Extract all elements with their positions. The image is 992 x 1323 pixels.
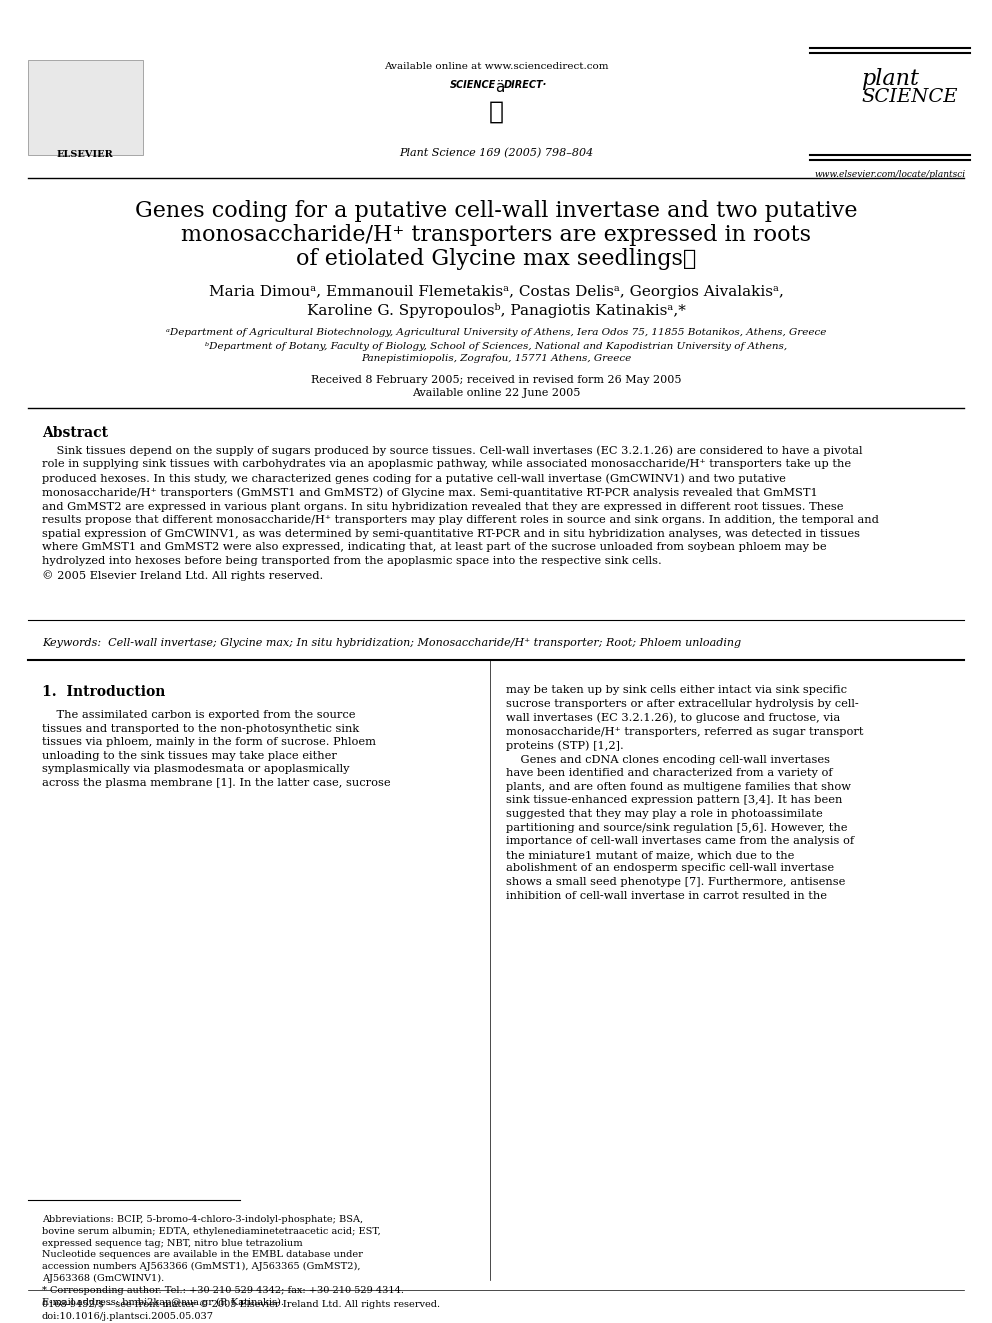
Text: plant: plant [861,67,919,90]
Text: SCIENCE: SCIENCE [862,89,958,106]
Text: of etiolated ​Glycine max​ seedlings★: of etiolated ​Glycine max​ seedlings★ [296,247,696,270]
Text: Available online at www.sciencedirect.com: Available online at www.sciencedirect.co… [384,62,608,71]
Text: Available online 22 June 2005: Available online 22 June 2005 [412,388,580,398]
Text: www.elsevier.com/locate/plantsci: www.elsevier.com/locate/plantsci [814,169,965,179]
Text: ä: ä [495,79,505,95]
Text: Plant Science 169 (2005) 798–804: Plant Science 169 (2005) 798–804 [399,148,593,159]
Text: SCIENCE: SCIENCE [449,79,496,90]
Text: DIRECT·: DIRECT· [504,79,548,90]
Text: ⓐ: ⓐ [488,101,504,124]
Text: ᵇDepartment of Botany, Faculty of Biology, School of Sciences, National and Kapo: ᵇDepartment of Botany, Faculty of Biolog… [205,343,787,351]
Text: Karoline G. Spyropoulosᵇ, Panagiotis Katinakisᵃ,*: Karoline G. Spyropoulosᵇ, Panagiotis Kat… [307,303,685,318]
Text: Received 8 February 2005; received in revised form 26 May 2005: Received 8 February 2005; received in re… [310,374,682,385]
FancyBboxPatch shape [28,60,143,155]
Text: The assimilated carbon is exported from the source
tissues and transported to th: The assimilated carbon is exported from … [42,710,391,789]
Text: ELSEVIER: ELSEVIER [57,149,113,159]
Text: monosaccharide/H⁺ transporters are expressed in roots: monosaccharide/H⁺ transporters are expre… [181,224,811,246]
Text: may be taken up by sink cells either intact via sink specific
sucrose transporte: may be taken up by sink cells either int… [506,685,863,901]
Text: Sink tissues depend on the supply of sugars produced by source tissues. Cell-wal: Sink tissues depend on the supply of sug… [42,445,879,581]
Text: Panepistimiopolis, Zografou, 15771 Athens, Greece: Panepistimiopolis, Zografou, 15771 Athen… [361,355,631,363]
Text: Genes coding for a putative cell-wall invertase and two putative: Genes coding for a putative cell-wall in… [135,200,857,222]
Text: 1.  Introduction: 1. Introduction [42,685,166,699]
Text: Keywords:  Cell-wall invertase; Glycine max; In situ hybridization; Monosacchari: Keywords: Cell-wall invertase; Glycine m… [42,638,741,648]
Text: 0168-9452/$ – see front matter © 2005 Elsevier Ireland Ltd. All rights reserved.: 0168-9452/$ – see front matter © 2005 El… [42,1301,440,1320]
Text: Abstract: Abstract [42,426,108,441]
Text: Abbreviations: BCIP, 5-bromo-4-chloro-3-indolyl-phosphate; BSA,
bovine serum alb: Abbreviations: BCIP, 5-bromo-4-chloro-3-… [42,1215,404,1307]
Text: Maria Dimouᵃ, Emmanouil Flemetakisᵃ, Costas Delisᵃ, Georgios Aivalakisᵃ,: Maria Dimouᵃ, Emmanouil Flemetakisᵃ, Cos… [208,284,784,299]
Text: ᵃDepartment of Agricultural Biotechnology, Agricultural University of Athens, Ie: ᵃDepartment of Agricultural Biotechnolog… [166,328,826,337]
